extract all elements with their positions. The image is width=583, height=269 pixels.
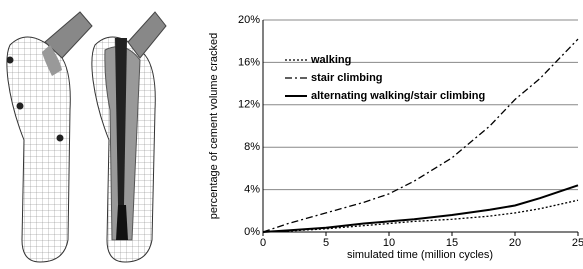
y-tick-label: 4% (244, 184, 260, 196)
y-tick-label: 20% (238, 14, 260, 26)
legend-label: stair climbing (311, 72, 383, 84)
x-tick-label: 10 (383, 237, 395, 249)
figure: percentage of cement volume cracked simu… (0, 0, 583, 269)
x-axis-label: simulated time (million cycles) (347, 249, 493, 261)
stem-tip (116, 205, 128, 240)
plot-area: 0% 4% 8% 12% 16% 20% 0 5 10 15 20 25 walking stair cl… (238, 14, 583, 249)
marker (7, 57, 14, 64)
line-series (263, 200, 578, 232)
femur-left (7, 37, 70, 262)
marker (17, 103, 24, 110)
x-tick-label: 25 (572, 237, 583, 249)
legend-label: walking (310, 54, 351, 66)
y-tick-label: 12% (238, 99, 260, 111)
y-axis-label: percentage of cement volume cracked (208, 33, 220, 220)
marker (57, 135, 64, 142)
line-series (263, 39, 578, 232)
y-tick-label: 8% (244, 141, 260, 153)
x-tick-label: 20 (509, 237, 521, 249)
line-series (263, 185, 578, 232)
legend-label: alternating walking/stair climbing (311, 90, 485, 102)
x-tick-label: 15 (446, 237, 458, 249)
y-tick-label: 16% (238, 56, 260, 68)
y-tick-label: 0% (244, 226, 260, 238)
femur-illustration (7, 12, 167, 262)
x-tick-label: 0 (260, 237, 266, 249)
x-tick-label: 5 (323, 237, 329, 249)
